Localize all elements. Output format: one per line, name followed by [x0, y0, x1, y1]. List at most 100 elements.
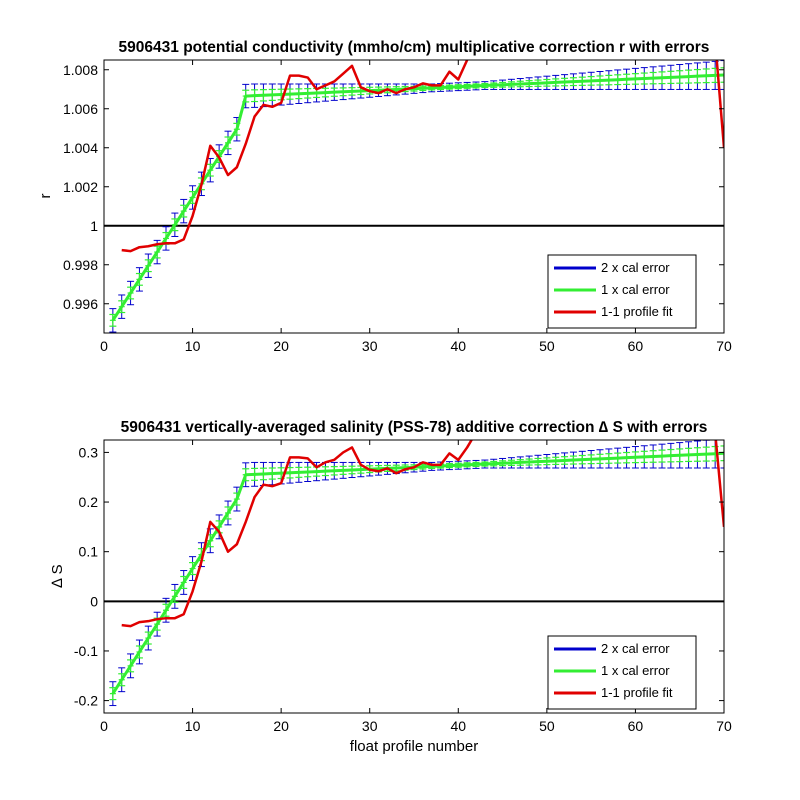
axes: 0 10 20 30 40 50 60 70 -0.2 -0.1 0 0.1 0.2 0.3 — [74, 439, 732, 734]
fit-point — [579, 78, 586, 85]
fit-point — [455, 83, 462, 90]
fit-point — [490, 82, 497, 89]
fit-point — [623, 454, 630, 461]
fit-point — [287, 91, 293, 98]
fit-point — [313, 468, 320, 475]
fit-point — [109, 317, 116, 324]
error-bar-1x — [720, 67, 724, 83]
fit-point — [543, 458, 550, 465]
fit-point — [180, 208, 187, 215]
fit-point — [304, 90, 311, 97]
y-tick-label: 0.996 — [63, 296, 98, 312]
fit-point — [614, 455, 621, 462]
x-axis-label: float profile number — [350, 738, 478, 755]
plot-area — [104, 440, 724, 707]
x-tick-label: 10 — [185, 718, 201, 734]
fit-point — [579, 456, 586, 463]
fit-point — [260, 470, 267, 477]
profile-fit-line — [121, 60, 469, 253]
fit-point — [597, 77, 603, 84]
y-tick-label: 1.004 — [63, 140, 98, 156]
x-tick-label: 70 — [716, 718, 732, 734]
fit-point — [650, 75, 657, 82]
fit-point — [641, 453, 648, 460]
fit-point — [703, 72, 710, 79]
fit-point — [393, 86, 400, 93]
fit-point — [605, 77, 612, 84]
fit-point — [667, 452, 674, 459]
fit-point — [526, 459, 533, 466]
legend: 2 x cal error 1 x cal error 1-1 profile … — [547, 254, 697, 329]
fit-point — [242, 93, 249, 100]
fit-point — [225, 509, 231, 516]
fit-point — [419, 463, 426, 470]
fit-point — [473, 82, 479, 89]
fit-point — [109, 690, 116, 697]
y-tick-label: 0.998 — [63, 257, 98, 273]
profile-fit-line — [715, 60, 724, 148]
fit-point — [171, 593, 178, 600]
fit-point — [676, 452, 683, 459]
fit-point — [526, 80, 533, 87]
fit-point — [535, 80, 541, 87]
fit-point — [233, 496, 240, 503]
fit-point — [694, 73, 701, 80]
fit-point — [331, 467, 338, 474]
fit-point — [676, 73, 683, 80]
fit-point — [455, 462, 462, 469]
fit-point — [490, 460, 497, 467]
fit-point — [340, 88, 347, 95]
fit-point — [260, 92, 267, 99]
y-tick-label: 0.1 — [79, 544, 99, 560]
fit-point — [588, 77, 595, 84]
fit-point — [136, 648, 143, 655]
fit-point — [650, 453, 657, 460]
fit-point — [127, 290, 134, 297]
fit-point — [605, 455, 612, 462]
fit-point — [171, 221, 178, 228]
x-tick-label: 40 — [450, 718, 466, 734]
fit-point — [623, 76, 630, 83]
fit-point — [313, 89, 320, 96]
error-bar-2x — [720, 60, 724, 90]
fit-point — [189, 194, 196, 201]
fit-point — [570, 457, 577, 464]
y-tick-label: -0.2 — [74, 693, 98, 709]
legend: 2 x cal error 1 x cal error 1-1 profile … — [547, 635, 697, 710]
y-tick-label: 0 — [90, 593, 98, 609]
fit-point — [357, 466, 364, 473]
fit-point — [216, 523, 223, 530]
fit-point — [464, 83, 471, 90]
fit-point — [552, 79, 559, 86]
fit-point — [446, 462, 453, 469]
fit-point — [154, 249, 161, 256]
fit-point — [154, 621, 161, 628]
error-bar-1x — [720, 445, 724, 462]
x-tick-label: 0 — [100, 338, 108, 354]
fit-point — [207, 167, 214, 174]
fit-point — [614, 76, 621, 83]
fit-point — [278, 470, 285, 477]
x-tick-label: 30 — [362, 338, 378, 354]
fit-point — [180, 579, 187, 586]
fit-point — [632, 454, 639, 461]
fit-point — [473, 461, 479, 468]
x-tick-label: 50 — [539, 718, 555, 734]
fit-point — [721, 450, 724, 457]
fit-point — [570, 78, 577, 85]
fit-point — [295, 469, 302, 476]
fit-point — [145, 262, 152, 269]
fit-point — [508, 459, 515, 466]
fit-point — [357, 88, 364, 95]
x-tick-label: 50 — [539, 338, 555, 354]
chart-title: 5906431 potential conductivity (mmho/cm)… — [119, 39, 710, 56]
fit-point — [304, 468, 311, 475]
fit-point — [419, 85, 426, 92]
fit-line — [111, 73, 724, 322]
fit-point — [552, 457, 559, 464]
fit-point — [517, 459, 524, 466]
fit-point — [499, 81, 506, 88]
x-tick-label: 40 — [450, 338, 466, 354]
fit-point — [287, 469, 293, 476]
